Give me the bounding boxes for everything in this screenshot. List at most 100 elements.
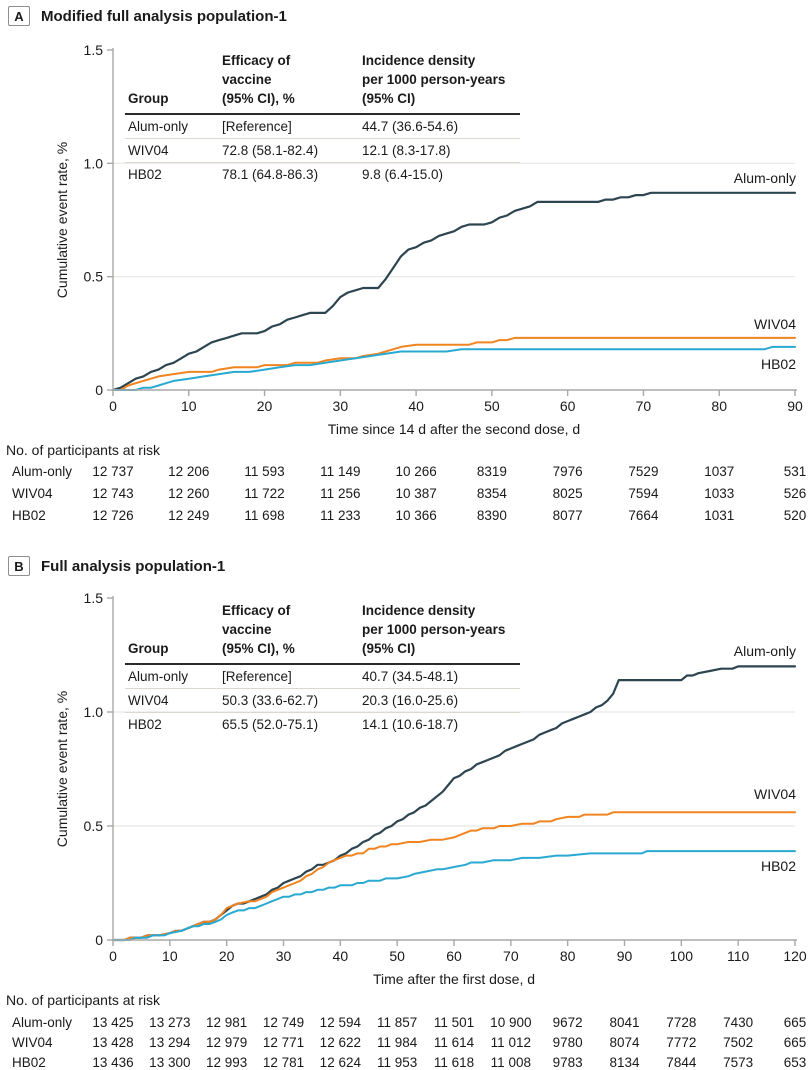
panel-b-y-tick-label-1.5: 1.5 xyxy=(84,590,104,606)
panel-b-at-risk-value: 13 436 xyxy=(92,1055,134,1070)
panel-b-at-risk-value: 8134 xyxy=(609,1055,640,1070)
panel-a-stats-cell: Alum-only xyxy=(128,119,189,134)
panel-b-x-tick-label-110: 110 xyxy=(727,948,750,964)
panel-a-title: Modified full analysis population-1 xyxy=(41,7,287,25)
panel-a-x-tick-label-20: 20 xyxy=(257,398,273,414)
panel-a-x-tick-label-40: 40 xyxy=(408,398,424,414)
panel-b-at-risk-row-label-hb02: HB02 xyxy=(12,1055,46,1070)
panel-b-x-tick-label-60: 60 xyxy=(446,948,462,964)
panel-b-at-risk-value: 9783 xyxy=(552,1055,583,1070)
panel-a-stats-cell: 9.8 (6.4-15.0) xyxy=(362,167,444,182)
panel-b-x-tick-label-0: 0 xyxy=(109,948,117,964)
panel-a-stats-cell: WIV04 xyxy=(128,143,169,158)
panel-a-y-axis-title: Cumulative event rate, % xyxy=(54,142,70,298)
panel-a-at-risk-value: 8025 xyxy=(552,486,583,501)
panel-a-stats-cell: 12.1 (8.3-17.8) xyxy=(362,143,451,158)
panel-a-at-risk-value: 11 149 xyxy=(320,464,361,479)
panel-b-x-tick-label-70: 70 xyxy=(503,948,519,964)
panel-b-at-risk-value: 7772 xyxy=(666,1035,697,1050)
panel-a-x-axis-title: Time since 14 d after the second dose, d xyxy=(328,421,580,437)
panel-b-at-risk-title: No. of participants at risk xyxy=(6,992,161,1008)
panel-b-at-risk-value: 11 614 xyxy=(433,1035,475,1050)
panel-a-at-risk-value: 526 xyxy=(783,486,807,501)
panel-a-y-tick-label-1.0: 1.0 xyxy=(84,155,104,171)
panel-a-at-risk-value: 12 206 xyxy=(168,464,210,479)
panel-a-at-risk-value: 8390 xyxy=(476,508,507,523)
panel-a-at-risk-row-label-hb02: HB02 xyxy=(12,508,46,523)
panel-a-stats-cell: [Reference] xyxy=(222,119,292,134)
panel-b-x-tick-label-50: 50 xyxy=(389,948,405,964)
panel-a-stats-cell: 78.1 (64.8-86.3) xyxy=(222,167,319,182)
panel-b-stats-cell: 20.3 (16.0-25.6) xyxy=(362,693,459,708)
panel-b-curve-label-alum-only: Alum-only xyxy=(733,643,796,659)
panel-b-x-tick-label-100: 100 xyxy=(670,948,694,964)
panel-b-header: B Full analysis population-1 xyxy=(8,556,225,576)
panel-b-stats-row-hb02: HB02 65.5 (52.0-75.1) 14.1 (10.6-18.7) xyxy=(125,712,520,737)
panel-b-at-risk-value: 11 501 xyxy=(433,1015,475,1030)
panel-b-stats-cell: [Reference] xyxy=(222,669,292,684)
panel-b-at-risk-value: 10 900 xyxy=(490,1015,532,1030)
panel-b-at-risk-value: 8041 xyxy=(609,1015,640,1030)
panel-a-stats-header-2: Incidence density per 1000 person-years (9… xyxy=(362,53,506,106)
panel-b-stats-row-wiv04: WIV04 50.3 (33.6-62.7) 20.3 (16.0-25.6) xyxy=(125,688,520,713)
panel-b-title: Full analysis population-1 xyxy=(41,557,226,575)
panel-a-header: A Modified full analysis population-1 xyxy=(8,6,287,26)
panel-b-at-risk-value: 12 749 xyxy=(262,1015,305,1030)
panel-a-stats-table: Group Efficacy of vaccine (95% CI), % Incide… xyxy=(125,46,520,186)
panel-a-at-risk-value: 520 xyxy=(783,508,807,523)
panel-b-at-risk-value: 12 624 xyxy=(319,1055,361,1070)
panel-a-curve-wiv04 xyxy=(112,336,796,391)
panel-b-stats-cell: 14.1 (10.6-18.7) xyxy=(362,717,459,732)
panel-b-at-risk-value: 7573 xyxy=(723,1055,754,1070)
panel-b-stats-cell: 40.7 (34.5-48.1) xyxy=(362,669,459,684)
panel-b-curve-hb02 xyxy=(112,850,796,941)
panel-a-at-risk-value: 10 266 xyxy=(395,464,437,479)
panel-b-at-risk-value: 7502 xyxy=(723,1035,754,1050)
panel-b-stats-header-2: Incidence density per 1000 person-years (9… xyxy=(362,603,506,656)
panel-a-x-tick-label-0: 0 xyxy=(109,398,117,414)
panel-b-at-risk-value: 11 012 xyxy=(490,1035,531,1050)
panel-a-stats-header-1: Efficacy of vaccine (95% CI), % xyxy=(222,53,295,106)
panel-a-x-tick-label-60: 60 xyxy=(560,398,576,414)
panel-b-stats-header-1: Efficacy of vaccine (95% CI), % xyxy=(222,603,295,656)
panel-b-at-risk-row-label-wiv04: WIV04 xyxy=(12,1035,53,1050)
panel-b-x-tick-label-10: 10 xyxy=(162,948,178,964)
panel-a-at-risk-value: 7976 xyxy=(552,464,583,479)
panel-a-label: A xyxy=(8,6,30,26)
panel-a-stats-row-wiv04: WIV04 72.8 (58.1-82.4) 12.1 (8.3-17.8) xyxy=(125,138,520,163)
panel-a-at-risk-value: 12 726 xyxy=(92,508,134,523)
panel-b-x-tick-label-80: 80 xyxy=(560,948,576,964)
panel-a-x-tick-label-80: 80 xyxy=(711,398,727,414)
panel-b-at-risk-value: 8074 xyxy=(609,1035,640,1050)
panel-a-x-tick-label-30: 30 xyxy=(333,398,349,414)
panel-a-y-tick-label-0: 0 xyxy=(95,382,103,398)
panel-a-at-risk-value: 7529 xyxy=(628,464,659,479)
panel-a-y-tick-label-0.5: 0.5 xyxy=(84,269,104,285)
panel-b-y-tick-label-0.5: 0.5 xyxy=(84,818,104,834)
panel-a-at-risk-value: 8354 xyxy=(476,486,507,501)
panel-a-curve-label-alum-only: Alum-only xyxy=(733,170,796,186)
panel-b-stats-cell: 50.3 (33.6-62.7) xyxy=(222,693,319,708)
panel-a-at-risk-value: 11 256 xyxy=(320,486,361,501)
panel-a-x-tick-label-50: 50 xyxy=(484,398,500,414)
panel-b-at-risk-value: 12 771 xyxy=(262,1035,305,1050)
panel-a-at-risk-value: 10 387 xyxy=(395,486,437,501)
panel-b-stats-header-0: Group xyxy=(128,641,169,656)
panel-b-at-risk-value: 11 008 xyxy=(490,1055,531,1070)
panel-b-x-tick-label-20: 20 xyxy=(219,948,235,964)
panel-b-at-risk-value: 13 425 xyxy=(92,1015,134,1030)
panel-a-at-risk-value: 12 743 xyxy=(92,486,134,501)
panel-a-at-risk-value: 12 260 xyxy=(168,486,210,501)
panel-a-stats-row-alum-only: Alum-only [Reference] 44.7 (36.6-54.6) xyxy=(125,114,520,139)
panel-a-stats-header-0: Group xyxy=(128,91,169,106)
panel-a-x-tick-label-10: 10 xyxy=(181,398,197,414)
panel-b-at-risk-value: 665 xyxy=(783,1015,807,1030)
panel-b-at-risk-value: 665 xyxy=(783,1035,807,1050)
panel-b-stats-cell: Alum-only xyxy=(128,669,189,684)
panel-a-curve-label-hb02: HB02 xyxy=(760,356,796,372)
panel-b-at-risk-row-label-alum-only: Alum-only xyxy=(12,1015,73,1030)
panel-b-y-axis-title: Cumulative event rate, % xyxy=(54,691,70,847)
panel-a-at-risk-value: 12 737 xyxy=(92,464,134,479)
